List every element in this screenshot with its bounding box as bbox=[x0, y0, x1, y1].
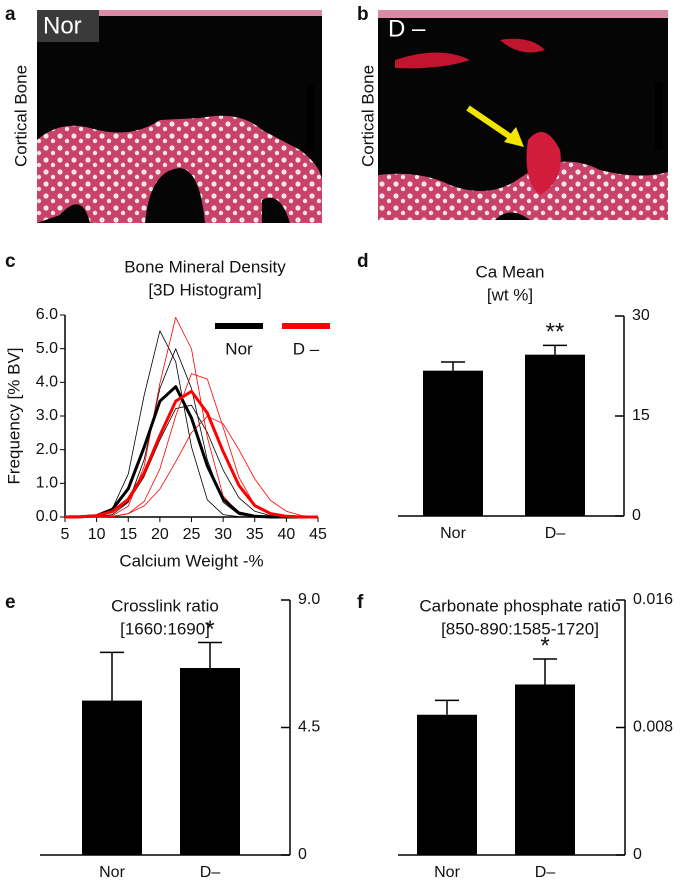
significance: * bbox=[540, 632, 549, 659]
x-tick-label: D– bbox=[200, 864, 221, 881]
panel-letter: c bbox=[5, 251, 16, 272]
series-line bbox=[64, 389, 318, 519]
x-tick-label: 30 bbox=[214, 526, 232, 543]
y-tick-label: 0 bbox=[632, 507, 641, 524]
series-line bbox=[65, 330, 318, 518]
chart-title: Carbonate phosphate ratio bbox=[419, 596, 620, 615]
x-tick-label: 35 bbox=[246, 526, 264, 543]
y-tick-label: 0.008 bbox=[633, 719, 673, 736]
bar-chart: d Ca Mean [wt %] 0 15 30 Nor D– ** bbox=[357, 251, 650, 542]
arrow-head bbox=[504, 127, 524, 147]
side-label: Cortical Bone bbox=[11, 65, 30, 167]
bar bbox=[180, 668, 240, 855]
osteoid bbox=[526, 132, 561, 195]
bone-edge bbox=[37, 10, 322, 16]
x-tick-label: Nor bbox=[99, 864, 125, 881]
y-tick-label: 0 bbox=[633, 846, 642, 863]
bar-chart: e Crosslink ratio [1660:1690] 0 4.5 9.0 Nor D– * bbox=[5, 591, 320, 881]
scale-bar bbox=[655, 83, 663, 149]
bone-edge bbox=[378, 10, 668, 18]
x-tick-label: 40 bbox=[277, 526, 295, 543]
y-tick-label: 3.0 bbox=[36, 407, 58, 424]
bar-chart: f Carbonate phosphate ratio [850-890:1585-… bbox=[357, 591, 673, 881]
legend-label: Nor bbox=[225, 339, 253, 358]
bar bbox=[525, 354, 585, 516]
x-tick-label: 10 bbox=[88, 526, 106, 543]
chart-subtitle: [wt %] bbox=[487, 285, 533, 304]
y-tick-label: 0.016 bbox=[633, 591, 673, 608]
x-tick-label: 15 bbox=[119, 526, 137, 543]
x-tick-label: 45 bbox=[309, 526, 327, 543]
significance: * bbox=[205, 616, 214, 643]
x-tick-label: 25 bbox=[183, 526, 201, 543]
y-tick-label: 6.0 bbox=[36, 306, 58, 323]
group-label: Nor bbox=[43, 12, 82, 39]
y-tick-label: 0.0 bbox=[36, 508, 58, 525]
panel-letter: e bbox=[5, 592, 16, 613]
x-tick-label: Nor bbox=[434, 864, 460, 881]
y-tick-label: 4.5 bbox=[298, 719, 320, 736]
bar bbox=[423, 370, 483, 516]
y-tick-label: 1.0 bbox=[36, 475, 58, 492]
bone-marrow bbox=[378, 161, 668, 220]
series-line bbox=[65, 415, 319, 518]
significance: ** bbox=[546, 319, 565, 346]
image-panel-a: a Nor Cortical Bone bbox=[5, 4, 322, 223]
y-tick-label: 15 bbox=[632, 407, 650, 424]
y-tick-label: 30 bbox=[632, 307, 650, 324]
x-tick-label: D– bbox=[535, 864, 556, 881]
chart-subtitle: [3D Histogram] bbox=[148, 280, 261, 299]
y-tick-label: 4.0 bbox=[36, 374, 58, 391]
chart-title: Bone Mineral Density bbox=[124, 257, 286, 276]
panel-letter: d bbox=[357, 251, 369, 272]
bar bbox=[82, 700, 142, 855]
panel-letter: a bbox=[5, 4, 16, 25]
group-label: D – bbox=[388, 15, 426, 42]
y-tick-label: 5.0 bbox=[36, 340, 58, 357]
image-panel-b: b D – Cortical Bone bbox=[357, 4, 668, 220]
scale-bar bbox=[306, 85, 314, 151]
panel-letter: b bbox=[357, 4, 369, 25]
bar bbox=[417, 714, 477, 855]
arrow bbox=[466, 105, 517, 143]
x-tick-label: 20 bbox=[151, 526, 169, 543]
panel-letter: f bbox=[357, 592, 364, 613]
y-tick-label: 0 bbox=[298, 846, 307, 863]
chart-title: Crosslink ratio bbox=[111, 596, 219, 615]
chart-subtitle: [850-890:1585-1720] bbox=[441, 619, 599, 638]
bone-marrow bbox=[37, 115, 322, 223]
x-tick-label: 5 bbox=[61, 526, 70, 543]
bar bbox=[515, 684, 575, 855]
chart-subtitle: [1660:1690] bbox=[120, 619, 210, 638]
label-box bbox=[37, 10, 99, 42]
x-axis-label: Calcium Weight -% bbox=[119, 551, 263, 570]
y-tick-label: 9.0 bbox=[298, 591, 320, 608]
osteoid bbox=[395, 38, 545, 69]
y-tick-label: 2.0 bbox=[36, 441, 58, 458]
side-label: Cortical Bone bbox=[358, 65, 377, 167]
chart-title: Ca Mean bbox=[476, 262, 545, 281]
legend-label: D – bbox=[293, 339, 320, 358]
x-tick-label: D– bbox=[545, 525, 566, 542]
x-tick-label: Nor bbox=[440, 525, 466, 542]
y-axis-label: Frequency [% BV] bbox=[4, 347, 23, 484]
line-chart: c Bone Mineral Density [3D Histogram] 0.0 1.… bbox=[4, 251, 330, 570]
series-line bbox=[64, 385, 318, 519]
